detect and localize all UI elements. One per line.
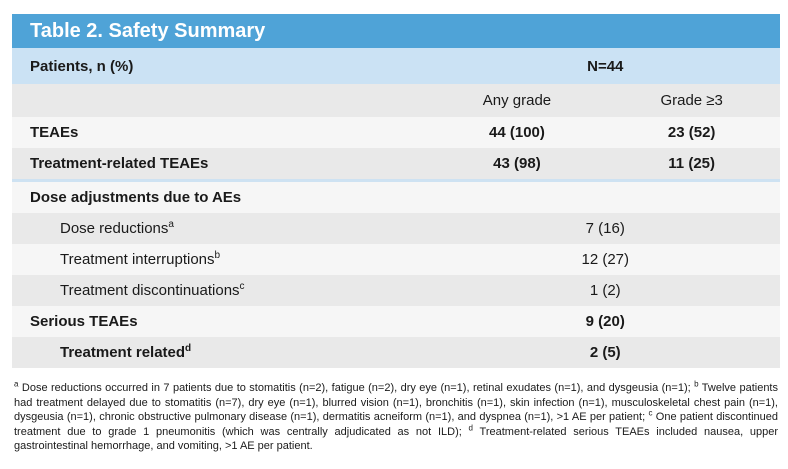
row-label: Treatment relatedd (60, 343, 192, 362)
any-grade-value: 1 (2) (589, 282, 621, 299)
row-label: Treatment-related TEAEs (30, 155, 209, 172)
table-row: Serious TEAEs 9 (20) (12, 306, 780, 337)
safety-summary-table: Table 2. Safety Summary Patients, n (%) … (12, 14, 780, 368)
row-label: TEAEs (30, 124, 79, 141)
row-label: Serious TEAEs (30, 313, 138, 330)
patients-header-row: Patients, n (%) N=44 (12, 48, 780, 84)
grade-ge3-value: 23 (52) (667, 124, 716, 141)
table-title: Table 2. Safety Summary (30, 19, 266, 42)
footnote-marker: a (14, 379, 19, 389)
table-row: Treatment relatedd 2 (5) (12, 337, 780, 368)
any-grade-value: 12 (27) (581, 251, 630, 268)
table-title-bar: Table 2. Safety Summary (12, 14, 780, 48)
table-row: Treatment discontinuationsc 1 (2) (12, 275, 780, 306)
table-row: Treatment-related TEAEs 43 (98) 11 (25) (12, 148, 780, 179)
column-header-grade-ge3: Grade ≥3 (660, 92, 723, 109)
column-header-row: Any grade Grade ≥3 (12, 84, 780, 117)
any-grade-value: 2 (5) (589, 344, 621, 361)
row-label: Dose adjustments due to AEs (30, 189, 242, 206)
any-grade-value: 9 (20) (585, 313, 625, 330)
grade-ge3-value: 11 (25) (668, 155, 715, 172)
footnote-marker: b (694, 379, 699, 389)
row-label: Dose reductionsa (60, 219, 174, 238)
footnote-marker: c (648, 408, 653, 418)
table-row: Dose reductionsa 7 (16) (12, 213, 780, 244)
table-body: TEAEs 44 (100) 23 (52) Treatment-related… (12, 117, 780, 368)
table-row: TEAEs 44 (100) 23 (52) (12, 117, 780, 148)
any-grade-value: 7 (16) (585, 220, 625, 237)
n-total-label: N=44 (587, 57, 624, 75)
row-label: Treatment discontinuationsc (60, 281, 245, 300)
column-header-any-grade: Any grade (482, 92, 552, 109)
section-divider (12, 179, 780, 182)
footnote-marker: d (468, 422, 473, 432)
table-footnotes: a Dose reductions occurred in 7 patients… (14, 379, 779, 452)
table-row: Treatment interruptionsb 12 (27) (12, 244, 780, 275)
any-grade-value: 43 (98) (493, 155, 541, 172)
row-label: Treatment interruptionsb (60, 250, 221, 269)
patients-label: Patients, n (%) (30, 57, 134, 75)
table-row: Dose adjustments due to AEs (12, 182, 780, 213)
any-grade-value: 44 (100) (489, 124, 545, 141)
